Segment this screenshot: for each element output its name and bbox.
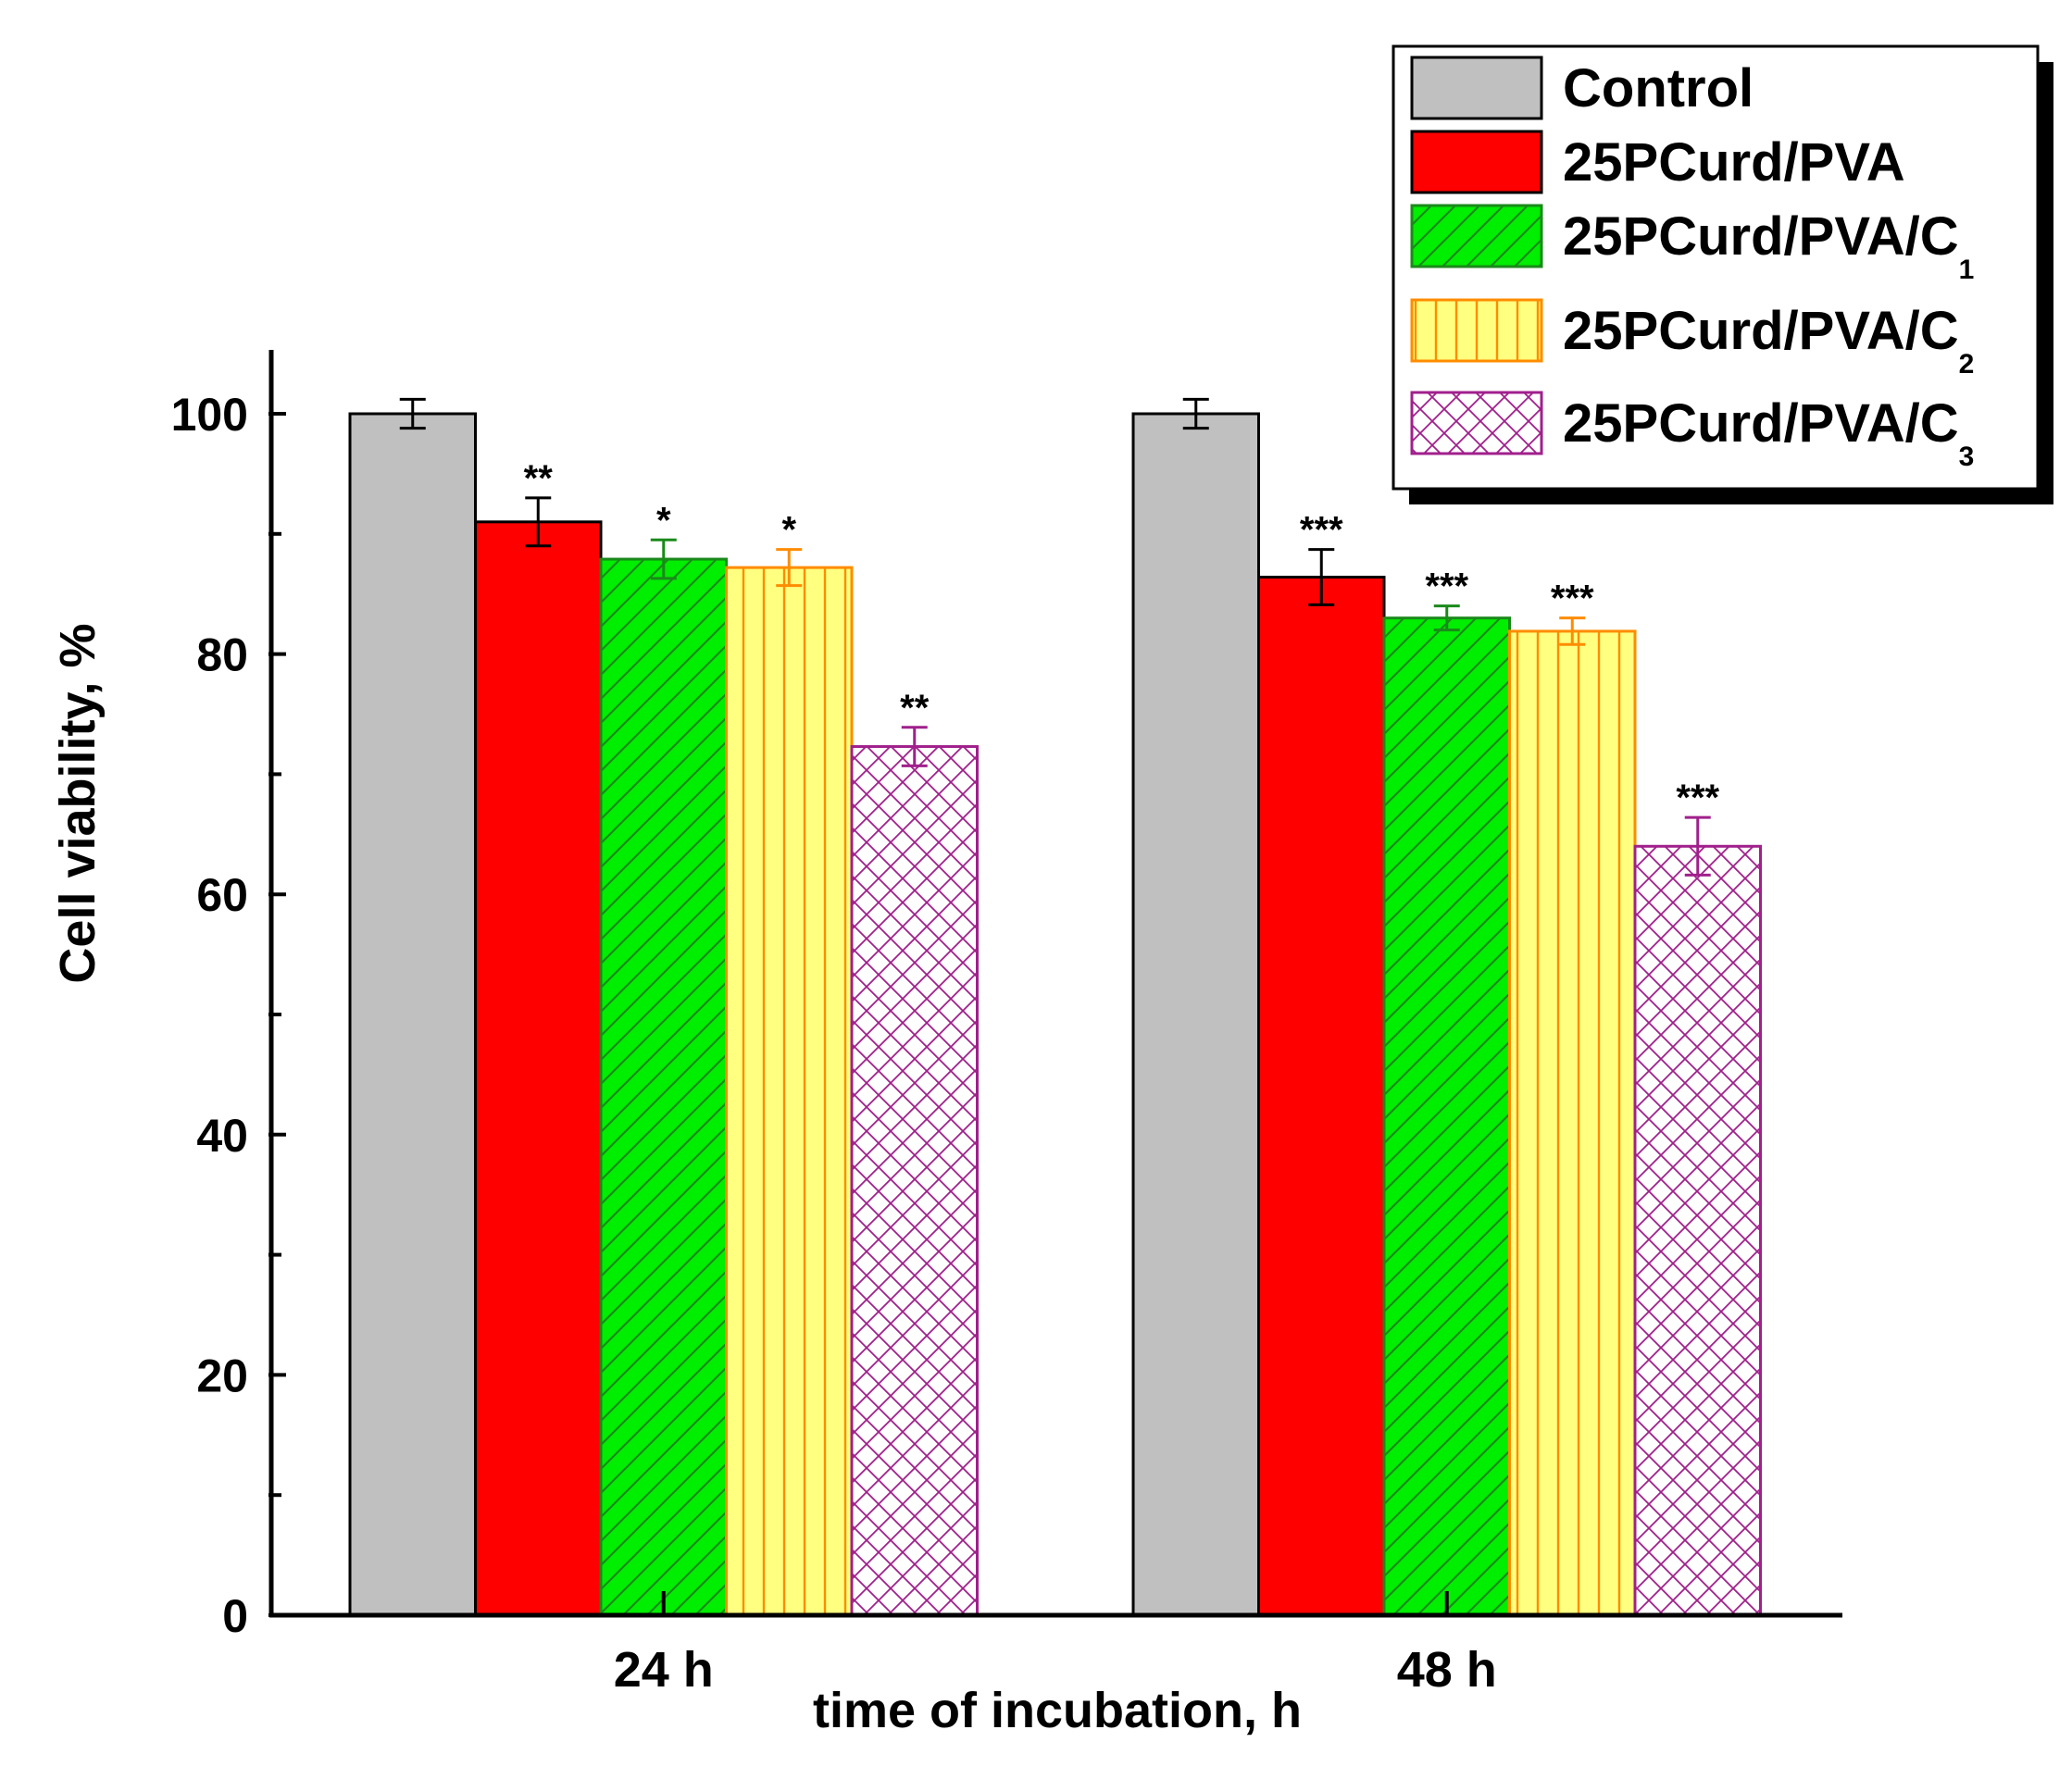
bar-1-1 <box>1257 576 1386 1617</box>
error-bar-1-4 <box>1684 815 1711 877</box>
y-ticks: 0 20 40 60 80 100 <box>171 389 286 1642</box>
bar-1-3 <box>1508 629 1637 1617</box>
legend-label-4: 25PCurd/PVA/C3 <box>1563 393 1974 472</box>
legend-swatch-2 <box>1410 204 1543 268</box>
significance-label-0-3: * <box>781 510 796 551</box>
error-bar-1-1 <box>1308 548 1335 606</box>
error-bar-0-2 <box>650 538 677 580</box>
error-bar-0-3 <box>776 548 803 588</box>
legend-swatch-3 <box>1410 298 1543 363</box>
significance-label-0-1: ** <box>524 458 554 499</box>
bars-layer <box>348 412 1762 1617</box>
x-tick-label: 48 h <box>1397 1642 1497 1698</box>
x-axis-title: time of incubation, h <box>813 1683 1302 1738</box>
y-tick-label: 40 <box>196 1110 248 1162</box>
legend-swatch-0 <box>1410 56 1543 120</box>
significance-label-0-4: ** <box>900 688 930 728</box>
error-bar-0-0 <box>399 397 426 430</box>
bar-0-1 <box>474 520 603 1617</box>
significance-label-1-4: *** <box>1676 778 1719 818</box>
error-bars-layer <box>399 397 1711 877</box>
y-tick-label: 0 <box>222 1590 248 1642</box>
significance-label-1-2: *** <box>1425 566 1468 607</box>
legend-label-3: 25PCurd/PVA/C2 <box>1563 301 1974 380</box>
legend-label-1: 25PCurd/PVA <box>1563 132 1905 193</box>
y-axis-title: Cell viability, % <box>50 623 106 983</box>
y-tick-label: 60 <box>196 869 248 921</box>
x-ticks: 24 h 48 h <box>614 1591 1497 1698</box>
bar-1-2 <box>1382 616 1511 1617</box>
legend-label-0: Control <box>1563 58 1754 118</box>
significance-label-1-3: *** <box>1551 579 1594 619</box>
bar-1-0 <box>1131 412 1260 1617</box>
x-tick-label: 24 h <box>614 1642 714 1698</box>
significance-layer: *** ********* ****** <box>524 458 1720 818</box>
significance-label-1-1: *** <box>1300 510 1343 551</box>
bar-1-4 <box>1633 844 1762 1617</box>
legend-label-2: 25PCurd/PVA/C1 <box>1563 206 1974 285</box>
legend: Control 25PCurd/PVA 25PCurd/PVA/C1 25PCurd/… <box>1410 56 1974 472</box>
error-bar-1-0 <box>1182 397 1209 430</box>
y-tick-label: 80 <box>196 629 248 681</box>
error-bar-0-1 <box>525 496 552 548</box>
bar-0-2 <box>599 557 728 1617</box>
bar-0-0 <box>348 412 477 1617</box>
y-tick-label: 100 <box>171 389 248 441</box>
bar-0-4 <box>850 745 979 1617</box>
error-bar-1-2 <box>1433 604 1460 632</box>
legend-swatch-4 <box>1410 391 1543 455</box>
y-tick-label: 20 <box>196 1350 248 1401</box>
bar-0-3 <box>725 566 854 1617</box>
significance-label-0-2: * <box>656 500 671 541</box>
error-bar-0-4 <box>901 726 928 767</box>
error-bar-1-3 <box>1559 616 1586 646</box>
legend-swatch-1 <box>1410 130 1543 194</box>
